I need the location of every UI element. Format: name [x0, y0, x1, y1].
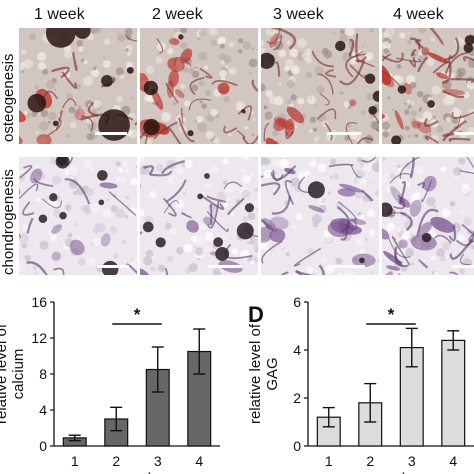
y-axis-label-line2: calcium [10, 349, 27, 400]
micrograph-chondro-week3 [261, 157, 379, 275]
micrograph-image [261, 28, 379, 144]
x-tick-label: 2 [366, 453, 374, 469]
micrograph-image [140, 28, 258, 144]
micrograph-image [382, 157, 474, 275]
scale-bar [208, 265, 242, 268]
micrograph-image [19, 157, 137, 275]
row-label-chondrogenesis: chondrogenesis [0, 169, 17, 275]
micrograph-osteo-week1 [19, 28, 137, 144]
x-tick-label: 2 [112, 453, 120, 469]
micrograph-chondro-week2 [140, 157, 258, 275]
scale-bar [452, 265, 474, 268]
micrograph-image [19, 28, 137, 144]
y-tick-label: 4 [293, 342, 301, 358]
y-tick-label: 12 [31, 330, 47, 346]
scale-bar [331, 265, 365, 268]
panel-letter-d: D [248, 302, 264, 327]
significance-star: * [388, 305, 395, 324]
micrograph-osteo-week4 [382, 28, 474, 144]
x-tick-label: 1 [325, 453, 333, 469]
scale-bar [454, 132, 474, 135]
x-tick-label: 4 [195, 453, 203, 469]
micrograph-osteo-week3 [261, 28, 379, 144]
y-tick-label: 0 [293, 438, 301, 454]
y-axis-label-line1: relative level of [247, 323, 264, 424]
week-header-2: 2 week [152, 6, 203, 23]
y-axis-label: relative level of GAG [247, 323, 281, 424]
y-axis-label-line1: relative level of [0, 323, 10, 424]
x-axis-label: week [117, 471, 156, 474]
x-tick-label: 3 [154, 453, 162, 469]
y-tick-label: 2 [293, 390, 301, 406]
x-tick-label: 1 [71, 453, 79, 469]
scale-bar [327, 132, 361, 135]
x-axis-label: week [371, 471, 410, 474]
y-tick-label: 16 [31, 294, 47, 310]
micrograph-image [261, 157, 379, 275]
week-header-4: 4 week [393, 6, 444, 23]
x-tick-label: 3 [408, 453, 416, 469]
x-tick-label: 4 [449, 453, 457, 469]
micrograph-image [382, 28, 474, 144]
week-header-3: 3 week [273, 6, 324, 23]
scale-bar [95, 132, 127, 135]
y-tick-label: 6 [293, 294, 301, 310]
y-tick-label: 4 [39, 402, 47, 418]
significance-star: * [134, 305, 141, 324]
scale-bar [97, 265, 129, 268]
bar-week-4 [441, 339, 466, 447]
week-header-1: 1 week [34, 6, 85, 23]
micrograph-chondro-week4 [382, 157, 474, 275]
y-tick-label: 8 [39, 366, 47, 382]
micrograph-osteo-week2 [140, 28, 258, 144]
row-label-osteogenesis: osteogenesis [0, 53, 17, 142]
y-axis-label-line2: GAG [264, 357, 281, 390]
micrograph-image [140, 157, 258, 275]
micrograph-chondro-week1 [19, 157, 137, 275]
y-tick-label: 0 [39, 438, 47, 454]
